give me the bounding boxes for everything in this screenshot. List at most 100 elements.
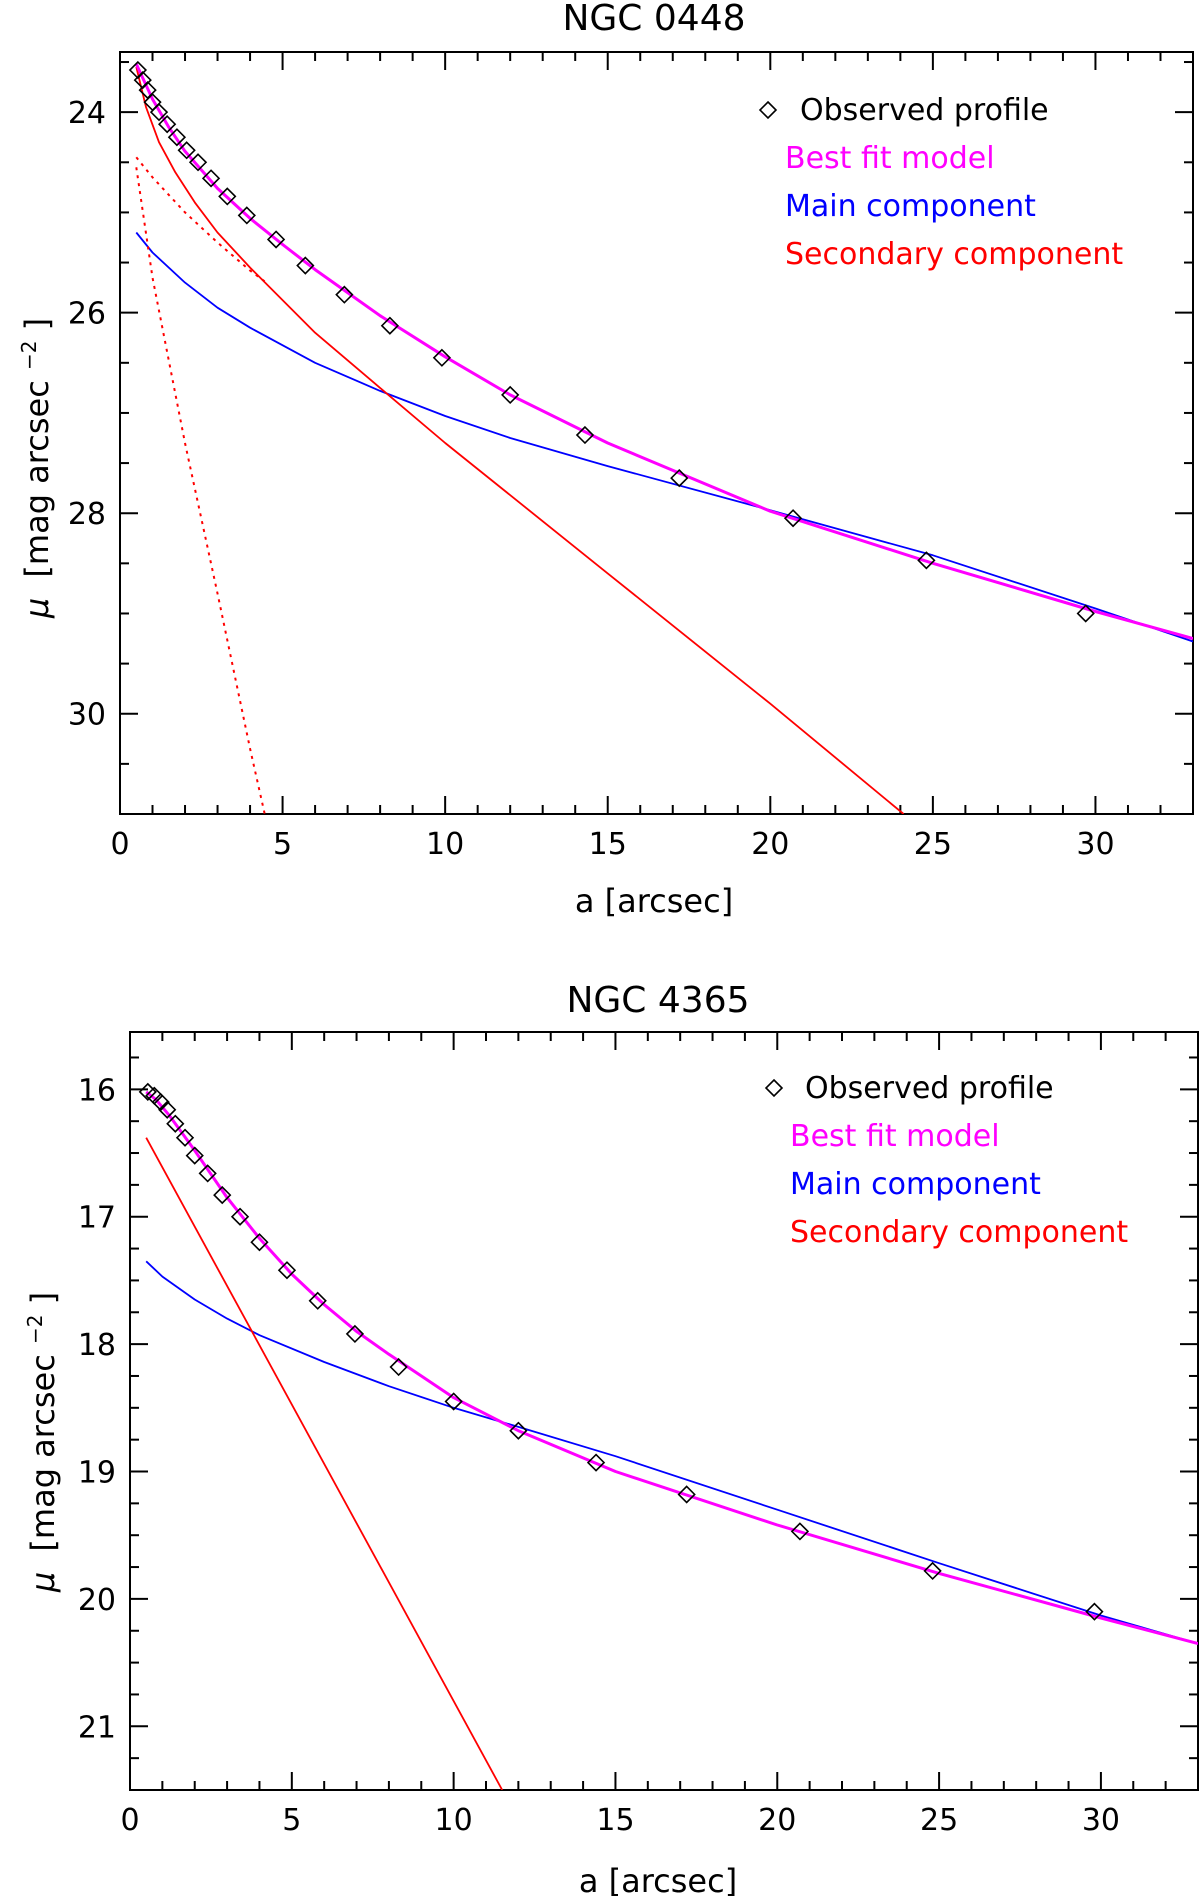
- y-tick-label: 30: [68, 698, 106, 733]
- legend: Observed profile Best fit model Main compo…: [758, 93, 1123, 272]
- observed-point: [389, 1357, 408, 1377]
- x-tick-label: 5: [282, 1803, 301, 1838]
- observed-point: [1076, 604, 1095, 623]
- y-tick-label: 18: [78, 1328, 116, 1363]
- x-tick-label: 20: [751, 827, 789, 862]
- observed-point: [432, 348, 452, 367]
- observed-point: [923, 1561, 942, 1581]
- x-tick-label: 15: [589, 827, 627, 862]
- x-tick-label: 25: [914, 827, 952, 862]
- observed-point: [509, 1421, 528, 1440]
- x-tick-label: 0: [120, 1803, 139, 1838]
- observed-point: [380, 316, 400, 335]
- best-fit-model-line: [134, 63, 1193, 640]
- observed-point: [151, 1092, 170, 1112]
- chart-ngc0448: NGC 0448 a [arcsec] μ [mag arcsec −2 ] 0…: [6, 0, 1194, 920]
- y-tick-label: 24: [68, 96, 106, 131]
- y-tick-label: 16: [78, 1073, 116, 1108]
- main-component-line: [145, 1260, 1198, 1645]
- plot-frame: [129, 1031, 1199, 1791]
- observed-point: [201, 169, 221, 188]
- plot-area: [138, 1082, 1198, 1790]
- secondary-component-line: [145, 1137, 503, 1790]
- observed-point: [790, 1522, 810, 1541]
- y-axis-label-symbol: μ: [18, 598, 56, 619]
- y-axis-label-close: ]: [18, 318, 56, 330]
- y-axis-label-text: [mag arcsec: [18, 380, 56, 577]
- observed-point: [586, 1453, 606, 1472]
- observed-point: [444, 1392, 463, 1411]
- observed-point: [175, 1128, 195, 1147]
- observed-point: [185, 1146, 204, 1165]
- y-axis-label-text: [mag arcsec: [24, 1354, 62, 1551]
- legend-item-label: Secondary component: [785, 237, 1123, 272]
- chart-ngc4365: NGC 4365 a [arcsec] μ [mag arcsec −2 ] 0…: [12, 980, 1199, 1896]
- plot-frame: [119, 51, 1194, 815]
- x-tick-label: 0: [110, 827, 129, 862]
- secondary-component-line: [135, 66, 905, 814]
- legend-item-label: Secondary component: [790, 1215, 1128, 1250]
- observed-point: [266, 230, 286, 249]
- main-component-line: [135, 231, 1193, 643]
- y-axis-label: μ [mag arcsec −2 ]: [12, 1292, 62, 1593]
- observed-point: [670, 468, 689, 488]
- y-tick-label: 21: [78, 1710, 116, 1745]
- observed-point: [218, 187, 237, 206]
- legend-item-label: Main component: [785, 189, 1036, 224]
- secondary-sub-component-2-line: [135, 167, 266, 814]
- observed-point: [167, 128, 187, 147]
- observed-point: [166, 1114, 185, 1133]
- x-tick-label: 10: [426, 827, 464, 862]
- legend: Observed profile Best fit model Main compo…: [764, 1071, 1128, 1250]
- y-tick-label: 26: [68, 297, 106, 332]
- x-axis-label: a [arcsec]: [575, 882, 733, 920]
- observed-point: [230, 1207, 250, 1226]
- plot-area: [128, 60, 1193, 814]
- legend-item-label: Observed profile: [805, 1071, 1054, 1106]
- best-fit-model-line: [145, 1090, 1198, 1645]
- y-axis-label-exponent: −2: [23, 1315, 47, 1344]
- observed-point: [308, 1291, 327, 1310]
- observed-point: [277, 1261, 297, 1280]
- observed-point: [1085, 1602, 1104, 1621]
- observed-point: [213, 1185, 232, 1205]
- observed-point: [917, 551, 936, 570]
- legend-item-label: Observed profile: [800, 93, 1049, 128]
- legend-diamond-icon: [764, 1078, 784, 1098]
- y-tick-label: 19: [78, 1456, 116, 1491]
- observed-point: [296, 256, 315, 275]
- observed-point: [158, 115, 177, 134]
- observed-point: [188, 153, 208, 172]
- x-tick-label: 20: [758, 1803, 796, 1838]
- legend-diamond-icon: [758, 100, 778, 120]
- observed-point: [575, 425, 595, 445]
- x-tick-label: 30: [1082, 1803, 1120, 1838]
- y-tick-label: 17: [78, 1201, 116, 1236]
- observed-point: [198, 1164, 217, 1183]
- observed-point: [237, 206, 256, 225]
- observed-point: [783, 509, 803, 528]
- observed-point: [335, 285, 354, 304]
- x-tick-label: 25: [920, 1803, 958, 1838]
- legend-item-label: Main component: [790, 1167, 1041, 1202]
- observed-point: [177, 141, 196, 160]
- y-tick-label: 20: [78, 1583, 116, 1618]
- observed-point: [149, 103, 169, 122]
- y-axis-label-exponent: −2: [17, 341, 41, 370]
- legend-item-label: Best fit model: [785, 141, 995, 176]
- x-tick-label: 5: [273, 827, 292, 862]
- legend-item-label: Best fit model: [790, 1119, 1000, 1154]
- y-axis-label-close: ]: [24, 1292, 62, 1304]
- observed-point: [677, 1485, 696, 1504]
- observed-point: [501, 385, 520, 405]
- observed-point: [250, 1233, 269, 1252]
- observed-point: [158, 1100, 177, 1119]
- x-axis-label: a [arcsec]: [579, 1862, 737, 1896]
- chart-title: NGC 0448: [562, 0, 745, 39]
- y-axis-label-symbol: μ: [24, 1572, 62, 1593]
- chart-title: NGC 4365: [566, 980, 749, 1021]
- y-axis-label: μ [mag arcsec −2 ]: [6, 318, 56, 619]
- x-tick-label: 15: [596, 1803, 634, 1838]
- x-tick-label: 30: [1076, 827, 1114, 862]
